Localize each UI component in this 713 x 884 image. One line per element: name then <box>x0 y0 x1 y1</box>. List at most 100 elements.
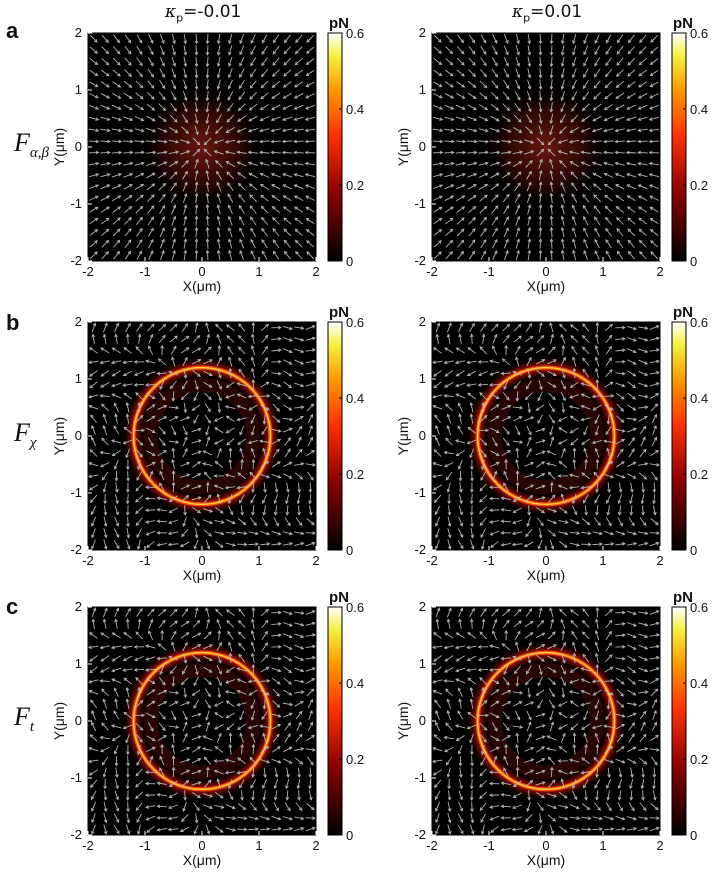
field-arrowhead <box>629 511 634 516</box>
field-arrow <box>239 448 244 458</box>
field-arrowhead <box>572 447 577 452</box>
field-arrowhead <box>226 171 231 176</box>
field-arrow <box>604 116 614 121</box>
field-arrow <box>100 81 110 88</box>
field-arrowhead <box>167 816 172 821</box>
field-arrow <box>89 69 98 76</box>
field-arrow <box>491 608 499 617</box>
field-arrow <box>615 758 625 763</box>
field-arrowhead <box>649 61 654 66</box>
field-arrow <box>456 735 465 742</box>
field-arrow <box>135 392 143 400</box>
field-arrow <box>123 80 132 88</box>
field-arrowhead <box>626 106 631 110</box>
x-tick-label: -2 <box>82 264 94 279</box>
field-arrowhead <box>537 705 541 709</box>
field-arrow <box>649 337 660 341</box>
field-arrow <box>527 204 531 215</box>
field-arrow <box>91 528 96 538</box>
field-arrow <box>125 608 131 618</box>
field-arrowhead <box>541 735 546 739</box>
field-arrow <box>114 323 119 333</box>
field-arrow <box>126 687 130 698</box>
field-arrowhead <box>220 531 225 536</box>
field-arrow <box>271 634 281 637</box>
field-arrow <box>100 461 110 468</box>
field-arrow <box>112 655 121 662</box>
field-arrow <box>569 486 580 489</box>
field-arrowhead <box>311 734 315 739</box>
field-arrowhead <box>583 716 587 721</box>
field-arrowhead <box>186 769 191 773</box>
field-arrow <box>561 494 566 504</box>
field-arrow <box>135 802 143 811</box>
field-arrow <box>294 173 304 178</box>
field-arrowhead <box>469 785 474 790</box>
field-arrowhead <box>209 359 213 363</box>
field-arrow <box>260 381 270 388</box>
field-arrow <box>90 505 97 515</box>
field-arrow <box>248 724 259 729</box>
field-arrowhead <box>582 642 586 647</box>
field-arrowhead <box>473 184 477 188</box>
field-arrowhead <box>298 522 303 526</box>
field-arrow <box>479 631 487 640</box>
field-arrowhead <box>123 632 128 636</box>
field-arrowhead <box>507 416 512 420</box>
field-arrowhead <box>262 785 266 789</box>
field-arrow <box>284 802 291 811</box>
field-arrow <box>617 517 623 526</box>
field-arrow <box>526 801 531 812</box>
field-arrowhead <box>250 447 255 452</box>
field-arrow <box>649 463 660 466</box>
field-arrowhead <box>91 534 95 539</box>
field-arrow <box>638 116 648 121</box>
field-arrow <box>237 667 247 672</box>
field-arrow <box>548 779 556 788</box>
field-arrow <box>526 193 531 203</box>
field-arrow <box>215 126 223 134</box>
field-arrow <box>435 801 440 812</box>
field-arrowhead <box>466 657 471 662</box>
field-arrow <box>273 34 280 43</box>
field-arrow <box>512 151 523 155</box>
field-arrowhead <box>91 721 95 726</box>
field-arrow <box>583 425 589 435</box>
field-arrowhead <box>626 184 631 188</box>
field-arrow <box>305 656 316 660</box>
field-arrowhead <box>251 618 255 623</box>
field-arrow <box>169 127 178 133</box>
field-arrow <box>195 182 198 192</box>
field-arrowhead <box>111 668 115 673</box>
field-arrow <box>263 699 266 709</box>
field-arrow <box>502 91 510 100</box>
field-arrowhead <box>197 473 202 477</box>
field-arrowhead <box>308 774 313 779</box>
field-arrowhead <box>450 106 455 110</box>
field-arrow <box>169 171 178 180</box>
field-arrow <box>89 734 98 742</box>
field-arrow <box>284 733 291 743</box>
field-arrow <box>481 539 485 550</box>
field-arrow <box>651 756 658 766</box>
field-arrow <box>512 531 523 535</box>
field-arrow <box>273 802 279 811</box>
field-arrowhead <box>239 732 243 737</box>
field-arrow <box>650 58 659 65</box>
field-arrowhead <box>494 608 499 613</box>
field-arrowhead <box>484 172 489 177</box>
field-arrowhead <box>653 424 657 429</box>
field-arrow <box>225 151 236 155</box>
field-arrowhead <box>249 205 254 210</box>
field-arrowhead <box>538 192 543 197</box>
field-arrowhead <box>583 74 587 78</box>
field-arrow <box>206 250 209 261</box>
field-arrow <box>125 539 130 549</box>
field-arrow <box>216 380 222 390</box>
field-arrowhead <box>249 84 254 89</box>
field-arrowhead <box>479 498 483 503</box>
field-arrowhead <box>237 334 242 339</box>
field-arrowhead <box>226 118 231 123</box>
field-arrowhead <box>251 378 256 383</box>
field-arrow <box>479 217 487 226</box>
